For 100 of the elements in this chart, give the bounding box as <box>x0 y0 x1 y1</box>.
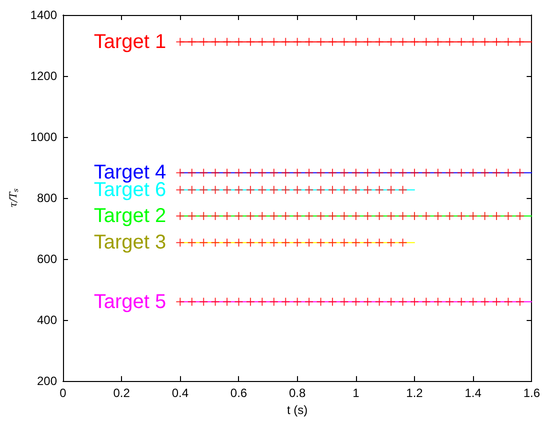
point <box>304 168 314 178</box>
point <box>480 297 490 306</box>
point <box>386 212 396 221</box>
point <box>386 185 396 194</box>
point <box>422 297 431 306</box>
x-tick-label: 1 <box>352 386 360 400</box>
point <box>410 212 419 221</box>
point <box>269 185 278 194</box>
point <box>199 238 208 248</box>
point <box>316 185 326 194</box>
point <box>456 37 466 46</box>
series-label: Target 5 <box>94 290 166 313</box>
point <box>398 297 408 306</box>
point <box>398 37 408 46</box>
point <box>222 185 232 194</box>
point <box>281 37 290 46</box>
point <box>351 168 360 178</box>
point <box>515 37 524 46</box>
point <box>281 212 290 221</box>
point <box>234 212 244 221</box>
point <box>445 168 454 178</box>
point <box>492 297 502 306</box>
point <box>187 212 196 221</box>
point <box>351 185 360 194</box>
point <box>328 297 337 306</box>
point <box>386 297 396 306</box>
point <box>246 168 255 178</box>
point <box>445 37 454 46</box>
point <box>433 297 442 306</box>
point <box>281 238 290 248</box>
point <box>340 212 349 221</box>
y-tick-label: 400 <box>36 313 58 328</box>
point <box>258 185 267 194</box>
point <box>422 212 431 221</box>
point <box>222 212 232 221</box>
point <box>410 297 419 306</box>
point <box>304 238 314 248</box>
point <box>210 168 220 178</box>
point <box>422 168 431 178</box>
point <box>304 37 314 46</box>
point <box>433 37 442 46</box>
point <box>492 37 502 46</box>
point <box>445 297 454 306</box>
point <box>468 212 478 221</box>
point <box>374 297 384 306</box>
point <box>246 297 255 306</box>
y-tick-label: 1400 <box>30 8 58 22</box>
point <box>281 185 290 194</box>
point <box>269 238 278 248</box>
point <box>328 238 337 248</box>
point <box>515 297 524 306</box>
point <box>363 168 372 178</box>
point <box>328 37 337 46</box>
point <box>246 37 255 46</box>
point <box>328 168 337 178</box>
point <box>222 238 232 248</box>
point <box>281 297 290 306</box>
point <box>246 185 255 194</box>
x-axis-title: t (s) <box>286 403 308 417</box>
point <box>176 37 185 46</box>
x-tick-label: 0.2 <box>113 386 130 400</box>
point <box>422 37 431 46</box>
point <box>363 185 372 194</box>
point <box>292 297 302 306</box>
point <box>456 212 466 221</box>
point <box>292 185 302 194</box>
point <box>234 297 244 306</box>
point <box>398 238 408 248</box>
point <box>480 37 490 46</box>
point <box>187 185 196 194</box>
point <box>351 238 360 248</box>
point <box>234 185 244 194</box>
point <box>386 238 396 248</box>
point <box>340 168 349 178</box>
point <box>304 297 314 306</box>
point <box>234 168 244 178</box>
point <box>316 168 326 178</box>
point <box>316 238 326 248</box>
point <box>363 37 372 46</box>
point <box>316 37 326 46</box>
point <box>258 168 267 178</box>
point <box>199 37 208 46</box>
point <box>258 212 267 221</box>
point <box>210 297 220 306</box>
x-tick-label: 1.2 <box>406 386 424 400</box>
point <box>246 238 255 248</box>
point <box>386 37 396 46</box>
point <box>398 168 408 178</box>
point <box>433 168 442 178</box>
point <box>199 185 208 194</box>
point <box>492 168 502 178</box>
point <box>269 212 278 221</box>
point <box>210 37 220 46</box>
point <box>340 238 349 248</box>
point <box>445 212 454 221</box>
series-label: Target 1 <box>94 30 166 53</box>
point <box>398 212 408 221</box>
series-label: Target 2 <box>94 205 166 228</box>
point <box>258 238 267 248</box>
point <box>176 238 185 248</box>
